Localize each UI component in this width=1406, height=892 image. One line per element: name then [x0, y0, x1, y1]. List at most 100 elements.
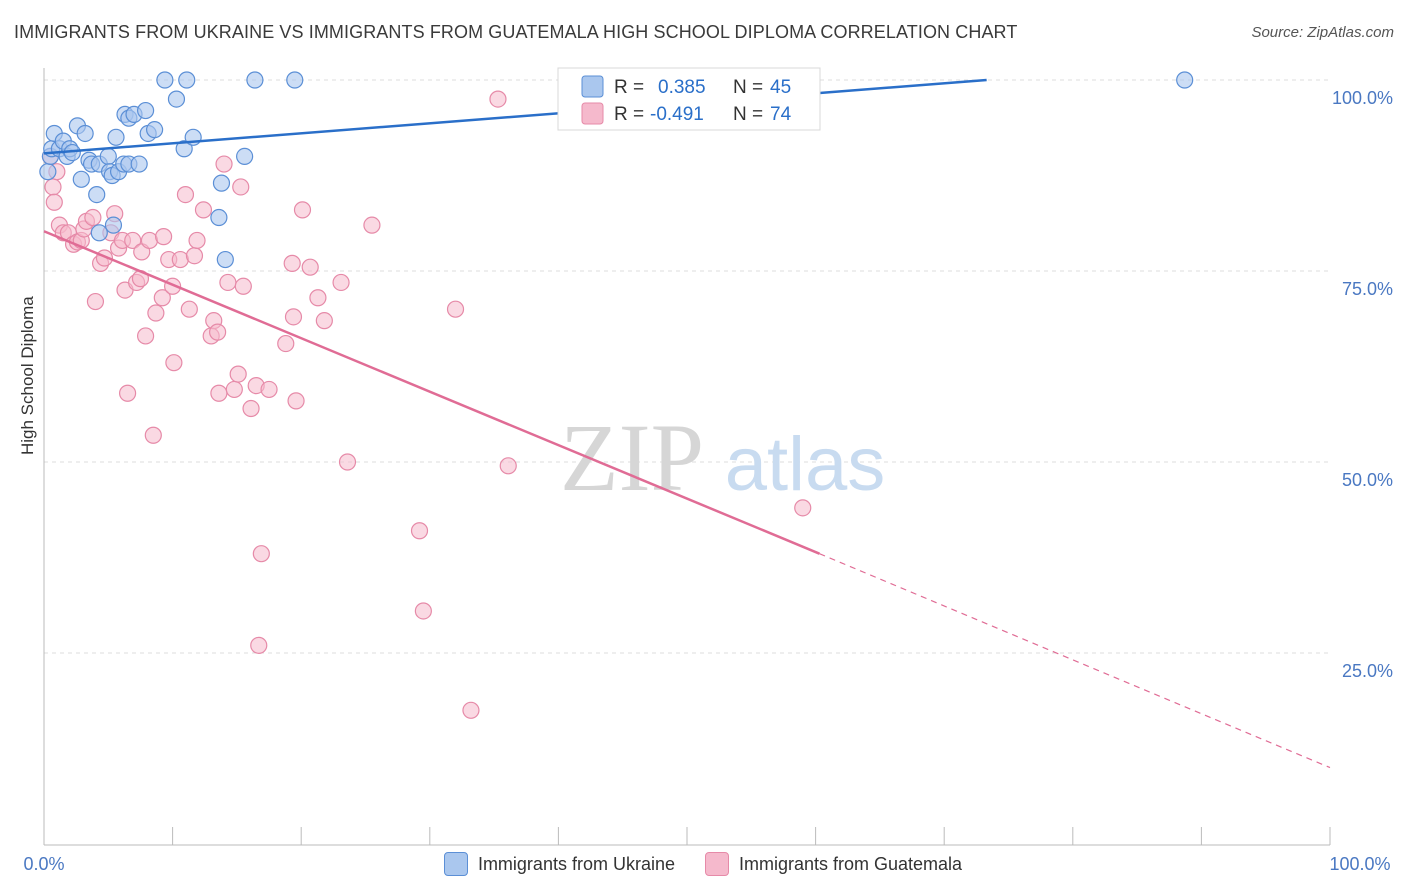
legend-r-label-1: R = — [614, 77, 644, 98]
source-label: Source: ZipAtlas.com — [1251, 24, 1394, 41]
legend-swatch-guatemala-bottom — [704, 852, 729, 876]
guatemala-point — [144, 426, 162, 444]
guatemala-point — [410, 522, 429, 540]
legend-item-ukraine[interactable]: Immigrants from Ukraine — [443, 852, 675, 876]
ukraine-point — [286, 71, 304, 89]
guatemala-point — [219, 273, 237, 292]
y-axis-label: High School Diploma — [18, 296, 37, 455]
legend-label-guatemala: Immigrants from Guatemala — [738, 853, 963, 874]
guatemala-point — [414, 602, 432, 620]
ukraine-point — [156, 71, 174, 89]
guatemala-trend-extension — [819, 553, 1331, 769]
guatemala-point — [180, 300, 198, 318]
ukraine-point — [39, 163, 57, 181]
ukraine-point — [107, 128, 125, 146]
guatemala-point — [250, 636, 268, 654]
guatemala-point — [499, 457, 517, 475]
ukraine-point — [212, 174, 231, 192]
ukraine-point — [210, 208, 228, 227]
stats-legend: R = 0.385 N = 45 R = -0.491 N = 74 — [557, 67, 821, 131]
guatemala-point — [84, 208, 102, 227]
guatemala-point — [242, 399, 260, 418]
legend-label-ukraine: Immigrants from Ukraine — [477, 853, 675, 874]
axes — [43, 68, 1331, 846]
guatemala-point — [332, 273, 350, 292]
ukraine-point — [216, 250, 234, 269]
guatemala-point — [277, 334, 295, 353]
y-tick-label-1: 75.0% — [1342, 279, 1393, 299]
ukraine-point — [246, 71, 264, 89]
y-tick-label-3: 25.0% — [1342, 661, 1393, 681]
ukraine-point — [175, 140, 193, 158]
guatemala-point — [260, 380, 278, 399]
legend-swatch-guatemala — [581, 102, 604, 125]
guatemala-point — [252, 545, 270, 563]
watermark-zip: ZIP — [560, 404, 704, 511]
guatemala-point — [136, 327, 155, 345]
guatemala-point — [283, 254, 301, 272]
guatemala-point — [185, 247, 204, 265]
legend-n-value-1: 45 — [770, 77, 791, 98]
ukraine-point — [99, 147, 117, 165]
guatemala-point — [446, 300, 465, 318]
ukraine-point — [90, 224, 108, 242]
guatemala-trend-line — [43, 230, 820, 555]
legend-r-label-2: R = — [614, 104, 644, 125]
trend-lines — [43, 78, 1331, 769]
guatemala-point — [287, 392, 305, 410]
legend-item-guatemala[interactable]: Immigrants from Guatemala — [704, 852, 963, 876]
watermark-atlas: atlas — [725, 422, 886, 507]
guatemala-point — [489, 90, 507, 108]
guatemala-point — [86, 292, 105, 311]
ukraine-point — [236, 147, 254, 165]
guatemala-point — [234, 277, 252, 295]
guatemala-point — [209, 323, 227, 341]
guatemala-point — [124, 231, 142, 250]
x-tick-label-0: 0.0% — [23, 854, 64, 874]
legend-n-label-2: N = — [733, 104, 763, 125]
legend-n-value-2: 74 — [770, 104, 792, 125]
ukraine-point — [72, 170, 90, 188]
ukraine-point — [130, 155, 148, 173]
guatemala-point — [140, 231, 159, 250]
guatemala-point — [301, 258, 319, 276]
ukraine-trend-line — [43, 78, 987, 155]
guatemala-point — [309, 289, 327, 307]
guatemala-point — [229, 365, 247, 383]
y-tick-label-0: 100.0% — [1332, 88, 1393, 108]
guatemala-point — [462, 701, 480, 719]
guatemala-point — [293, 201, 312, 219]
guatemala-point — [153, 289, 171, 307]
series-legend: Immigrants from Ukraine Immigrants from … — [0, 852, 1406, 876]
guatemala-point — [232, 178, 250, 196]
guatemala-point — [44, 178, 62, 196]
guatemala-point — [188, 231, 206, 250]
guatemala-point — [315, 312, 333, 330]
legend-n-label-1: N = — [733, 77, 763, 98]
x-tick-label-1: 100.0% — [1329, 854, 1390, 874]
ukraine-point — [167, 90, 186, 108]
guatemala-point — [225, 380, 243, 399]
ukraine-point — [136, 101, 155, 120]
legend-swatch-ukraine — [581, 75, 604, 98]
watermark: ZIP atlas — [560, 404, 885, 511]
guatemala-point — [194, 201, 213, 219]
guatemala-point — [147, 304, 165, 322]
guatemala-point — [154, 228, 173, 246]
guatemala-point — [210, 384, 228, 402]
legend-swatch-ukraine-bottom — [443, 852, 468, 876]
tick-labels: 100.0% 75.0% 50.0% 25.0% 0.0% 100.0% — [23, 88, 1393, 874]
ukraine-point — [178, 71, 196, 89]
guatemala-point — [45, 193, 63, 211]
ukraine-point — [88, 186, 106, 204]
ukraine-point — [104, 216, 123, 234]
legend-r-value-2: -0.491 — [650, 104, 704, 125]
chart-title: IMMIGRANTS FROM UKRAINE VS IMMIGRANTS FR… — [14, 22, 1018, 42]
ukraine-point — [145, 121, 164, 139]
guatemala-point — [176, 186, 195, 204]
ukraine-point — [76, 124, 94, 143]
guatemala-point — [794, 499, 812, 517]
y-tick-label-2: 50.0% — [1342, 470, 1393, 490]
guatemala-point — [118, 384, 137, 402]
